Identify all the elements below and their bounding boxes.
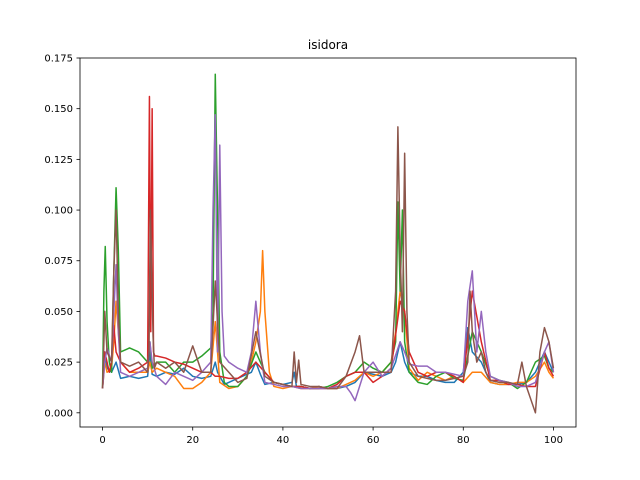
series-layer [101, 73, 555, 414]
y-tick-label: 0.050 [44, 307, 73, 318]
y-tick-label: 0.125 [44, 155, 73, 166]
x-tick-label: 20 [186, 435, 199, 446]
axes-frame [79, 57, 577, 428]
y-tick-label: 0.175 [44, 54, 73, 65]
y-tick-label: 0.100 [44, 206, 73, 217]
x-tick-label: 100 [544, 435, 563, 446]
x-tick-label: 40 [277, 435, 290, 446]
axes-layer: 0 20 40 60 80 100 0.000 0.025 0.050 0.075 0.100 0.1… [44, 54, 577, 446]
y-tick-label: 0.025 [44, 358, 73, 369]
y-tick-label: 0.150 [44, 104, 73, 115]
y-tick-label: 0.075 [44, 256, 73, 267]
y-tick-label: 0.000 [44, 408, 73, 419]
x-tick-label: 80 [457, 435, 470, 446]
x-tick-label: 0 [99, 435, 105, 446]
x-tick-label: 60 [367, 435, 380, 446]
series-line-6 [101, 126, 555, 414]
chart-title: isidora [308, 38, 348, 52]
